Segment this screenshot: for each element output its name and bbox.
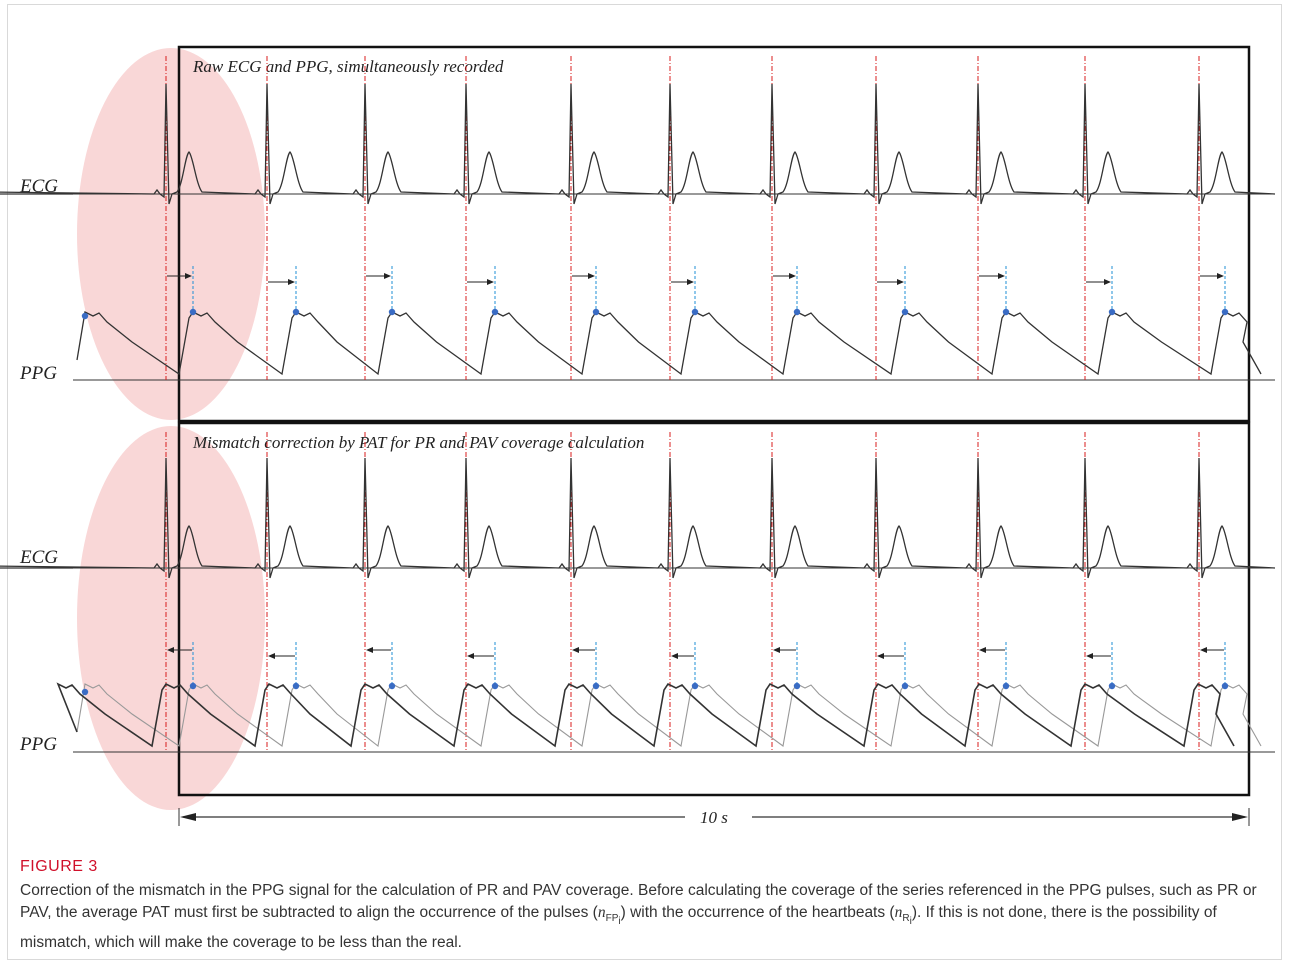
pat-arrow-head <box>268 653 275 659</box>
pulse-onset-dot <box>793 308 801 316</box>
pat-arrow-head <box>467 653 474 659</box>
pat-arrow-head <box>167 647 174 653</box>
highlight-ellipse-top <box>77 48 265 420</box>
ppg-label-bottom: PPG <box>19 734 57 755</box>
pulse-onset-dot <box>691 308 699 316</box>
pulse-onset-dot <box>491 682 499 690</box>
pat-arrow-head <box>897 279 904 285</box>
pulse-onset-dot <box>691 682 699 690</box>
pulse-onset-dot <box>1108 308 1116 316</box>
pulse-onset-dot <box>592 308 600 316</box>
pulse-onset-dot <box>901 308 909 316</box>
pulse-onset-dot <box>189 682 197 690</box>
pat-arrow-head <box>1217 273 1224 279</box>
pat-arrow-head <box>1200 647 1207 653</box>
pat-arrow-head <box>572 647 579 653</box>
pat-arrow-head <box>366 647 373 653</box>
pat-arrow-head <box>687 279 694 285</box>
caption-text: Correction of the mismatch in the PPG si… <box>20 882 1257 952</box>
pat-arrow-head <box>789 273 796 279</box>
ppg-trace-top <box>76 311 1262 376</box>
ecg-trace-top <box>0 83 1276 205</box>
panel-frame-bottom <box>177 421 1251 797</box>
pulse-onset-dot <box>1221 682 1229 690</box>
pulse-onset-dot <box>292 682 300 690</box>
pat-arrow-head <box>979 647 986 653</box>
pulse-onset-dot <box>1108 682 1116 690</box>
pulse-onset-dot <box>1002 682 1010 690</box>
pat-arrow-head <box>384 273 391 279</box>
pat-arrow-head <box>877 653 884 659</box>
ppg-trace-bottom-corrected <box>56 682 1235 748</box>
highlight-ellipse-bottom <box>77 426 265 810</box>
pat-arrow-head <box>773 647 780 653</box>
pulse-onset-dot <box>793 682 801 690</box>
pulse-onset-dot <box>81 312 89 320</box>
pat-arrow-head <box>1104 279 1111 285</box>
pat-arrow-head <box>671 653 678 659</box>
caption-label: FIGURE 3 <box>20 858 98 875</box>
panel-top-title: Raw ECG and PPG, simultaneously recorded <box>192 57 504 76</box>
ppg-trace-bottom-original <box>76 683 1262 747</box>
ppg-label-top: PPG <box>19 363 57 384</box>
pulse-onset-dot <box>292 308 300 316</box>
pat-arrow-head <box>1086 653 1093 659</box>
pat-arrow-head <box>998 273 1005 279</box>
pulse-onset-dot <box>388 682 396 690</box>
pulse-onset-dot <box>491 308 499 316</box>
pulse-onset-dot <box>592 682 600 690</box>
pat-arrow-head <box>288 279 295 285</box>
pulse-onset-dot <box>1221 308 1229 316</box>
ecg-label-top: ECG <box>19 176 58 197</box>
pulse-onset-dot <box>388 308 396 316</box>
figure-diagram: Raw ECG and PPG, simultaneously recorded… <box>0 45 1276 827</box>
pulse-onset-dot <box>901 682 909 690</box>
figure-caption: FIGURE 3 Correction of the mismatch in t… <box>20 858 1270 954</box>
ecg-trace-bottom <box>0 457 1276 579</box>
ecg-label-bottom: ECG <box>19 547 58 568</box>
pulse-onset-dot <box>189 308 197 316</box>
panel-frame-top <box>177 45 1251 423</box>
pulse-onset-dot <box>81 688 89 696</box>
pat-arrow-head <box>588 273 595 279</box>
duration-label: 10 s <box>700 808 728 827</box>
pat-arrow-head <box>185 273 192 279</box>
pulse-onset-dot <box>1002 308 1010 316</box>
panel-bottom-title: Mismatch correction by PAT for PR and PA… <box>192 433 644 452</box>
pat-arrow-head <box>487 279 494 285</box>
duration-arrow <box>178 808 1250 826</box>
